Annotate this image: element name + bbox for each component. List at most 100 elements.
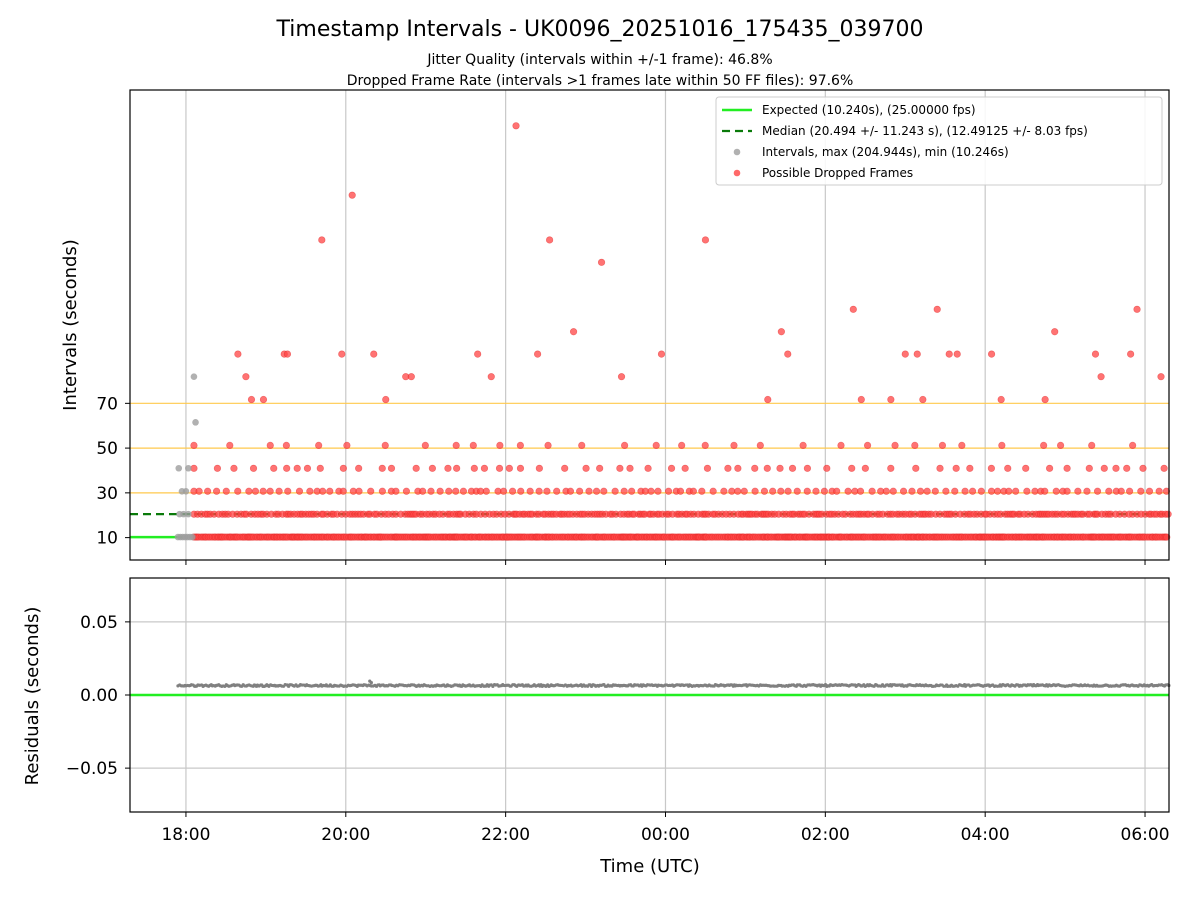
dropped-frame-point xyxy=(338,350,346,358)
dropped-frame-point xyxy=(245,487,253,495)
dropped-frame-point xyxy=(326,487,334,495)
dropped-frame-point xyxy=(730,441,738,450)
time-x-tick-label: 00:00 xyxy=(641,825,690,845)
dropped-frame-point xyxy=(1137,487,1145,495)
dropped-frame-point xyxy=(295,487,304,495)
dropped-frame-point xyxy=(849,305,857,313)
dropped-frame-point xyxy=(444,464,452,472)
dropped-frame-point xyxy=(776,464,784,472)
dropped-frame-point xyxy=(993,487,1002,495)
dropped-frame-point xyxy=(319,487,327,495)
dropped-frame-point xyxy=(526,487,534,495)
dropped-frame-point xyxy=(283,350,292,358)
dropped-frame-point xyxy=(212,487,221,495)
dropped-frame-point xyxy=(857,395,865,404)
dropped-frame-point xyxy=(495,464,504,472)
dropped-frame-point xyxy=(916,487,925,495)
intervals-panel: 10 30 50 70 Expected (10.240s), (25.00000 f… xyxy=(96,89,1172,565)
dropped-frame-point xyxy=(339,487,347,495)
dropped-frame-point xyxy=(569,328,578,336)
intervals-points xyxy=(174,122,1172,541)
dropped-frame-point xyxy=(1164,510,1172,518)
dropped-frame-point xyxy=(703,464,712,472)
dropped-frame-point xyxy=(891,441,899,450)
legend: Expected (10.240s), (25.00000 fps) Median… xyxy=(715,96,1163,186)
dropped-frame-point xyxy=(617,373,626,381)
dropped-frame-point xyxy=(1100,464,1108,472)
dropped-frame-point xyxy=(303,464,312,472)
chart-title: Timestamp Intervals - UK0096_20251016_17… xyxy=(276,17,924,42)
dropped-frame-point xyxy=(230,464,238,472)
time-x-tick-label: 06:00 xyxy=(1121,825,1170,845)
time-x-tick-label: 22:00 xyxy=(481,825,530,845)
dropped-frame-point xyxy=(480,464,489,472)
dropped-frame-point xyxy=(833,487,841,495)
dropped-frame-point xyxy=(582,464,590,472)
dropped-frame-point xyxy=(282,441,290,450)
dropped-frame-point xyxy=(837,441,845,450)
dropped-frame-point xyxy=(535,487,543,495)
dropped-frame-point xyxy=(543,487,551,495)
intervals-y-tick-label: 10 xyxy=(96,529,118,549)
dropped-frame-point xyxy=(378,464,386,472)
dropped-frame-point xyxy=(1063,464,1071,472)
dropped-frame-point xyxy=(355,487,363,495)
dropped-frame-point xyxy=(942,487,950,495)
dropped-frame-point xyxy=(823,464,831,472)
interval-point xyxy=(190,373,198,381)
dropped-frame-point xyxy=(1051,328,1059,336)
dropped-frame-point xyxy=(901,350,909,358)
dropped-frame-point xyxy=(453,464,461,472)
dropped-frame-point xyxy=(760,487,769,495)
dropped-frame-point xyxy=(1085,464,1093,472)
dropped-frame-point xyxy=(270,464,278,472)
dropped-frame-point xyxy=(566,487,575,495)
residuals-y-tick-label: 0.00 xyxy=(80,686,118,706)
dropped-frame-rate-subtitle: Dropped Frame Rate (intervals >1 frames … xyxy=(347,73,854,89)
dropped-frame-point xyxy=(987,350,996,358)
dropped-frame-point xyxy=(316,464,324,472)
dropped-frame-point xyxy=(1040,441,1048,450)
dropped-frame-point xyxy=(459,487,468,495)
dropped-frame-point xyxy=(863,441,872,450)
dropped-frame-point xyxy=(1133,305,1141,313)
dropped-frame-point xyxy=(508,487,517,495)
intervals-y-tick-label: 70 xyxy=(96,394,118,414)
dropped-frame-point xyxy=(275,487,283,495)
legend-entry-label: Median (20.494 +/- 11.243 s), (12.49125 … xyxy=(762,124,1088,138)
dropped-frame-point xyxy=(966,464,974,472)
dropped-frame-point xyxy=(407,373,415,381)
dropped-frame-point xyxy=(544,441,552,450)
dropped-frame-point xyxy=(1127,350,1135,358)
dropped-frame-point xyxy=(266,487,274,495)
dropped-frame-point xyxy=(709,487,717,495)
dropped-frame-point xyxy=(977,487,985,495)
dropped-frame-point xyxy=(283,464,291,472)
dropped-frame-point xyxy=(848,464,856,472)
legend-entry-label: Possible Dropped Frames xyxy=(762,166,913,180)
dropped-frame-point xyxy=(861,464,869,472)
dropped-frame-point xyxy=(545,236,554,244)
dropped-frame-point xyxy=(820,487,828,495)
dropped-frame-point xyxy=(576,487,584,495)
dropped-frame-point xyxy=(378,487,386,495)
dropped-frame-point xyxy=(470,464,478,472)
dropped-frame-point xyxy=(1074,487,1082,495)
dropped-frame-point xyxy=(889,487,897,495)
dropped-frame-point xyxy=(226,441,234,450)
dropped-frame-point xyxy=(938,441,947,450)
dropped-frame-point xyxy=(756,441,764,450)
residuals-y-axis-label: Residuals (seconds) xyxy=(22,607,43,786)
intervals-grid xyxy=(185,90,1146,560)
dropped-frame-point xyxy=(936,464,944,472)
dropped-frame-point xyxy=(788,464,797,472)
dropped-frame-point xyxy=(701,236,710,244)
legend-entry-label: Expected (10.240s), (25.00000 fps) xyxy=(762,103,976,117)
dropped-frame-point xyxy=(222,487,230,495)
dropped-frame-point xyxy=(1045,464,1054,472)
dropped-frame-point xyxy=(445,487,453,495)
dropped-frame-point xyxy=(592,487,601,495)
residual-point xyxy=(369,680,373,685)
dropped-frame-point xyxy=(402,487,411,495)
